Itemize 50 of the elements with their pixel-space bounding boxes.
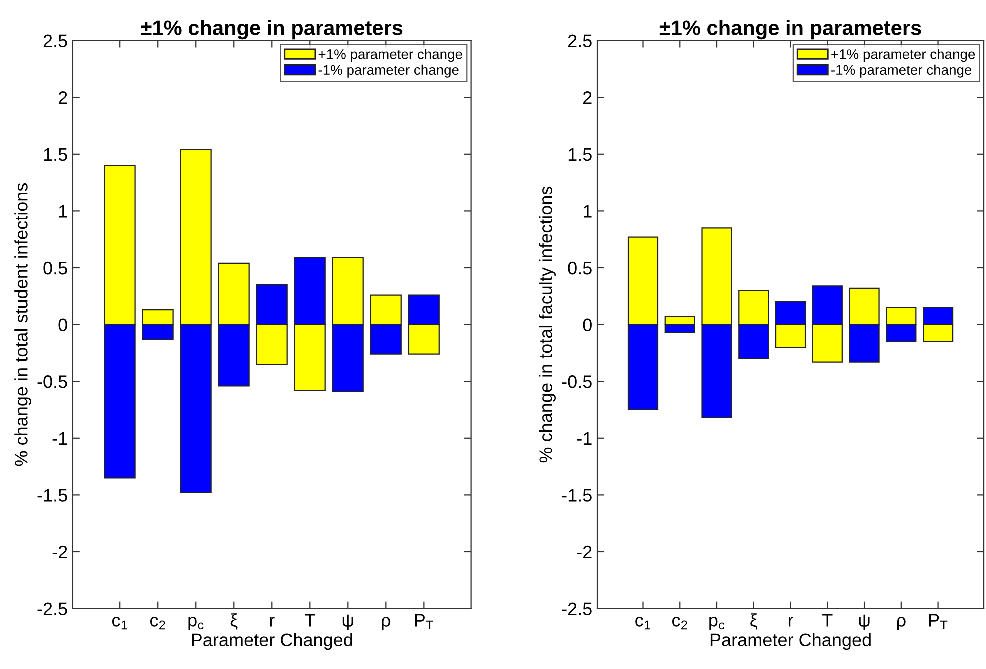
x-axis-title: Parameter Changed (192, 633, 352, 650)
y-tick-label: 1 (59, 205, 68, 218)
y-axis-title: % change in total student infections (14, 183, 32, 466)
y-tick-label: -2.5 (38, 602, 68, 616)
y-tick-label: -1.5 (38, 489, 68, 502)
y-tick-label: 1.5 (568, 148, 592, 162)
y-tick-label: -2 (577, 546, 592, 559)
x-tick-label: r (270, 617, 275, 627)
y-tick-label: -2 (52, 546, 68, 559)
y-tick-label: 0.5 (568, 262, 592, 275)
x-tick-label: ψ (859, 614, 870, 630)
x-tick-label: p$_{c}$ (188, 616, 204, 630)
x-tick-label: ξ (750, 614, 758, 630)
x-tick-label: ξ (230, 614, 238, 630)
x-tick-label: T (822, 614, 833, 627)
x-tick-label: T (305, 614, 316, 627)
x-tick-label: p$_{c}$ (710, 616, 725, 630)
x-tick-label: r (788, 617, 794, 627)
x-tick-label: P$_{T}$ (415, 614, 434, 630)
legend-label: -1% parameter change (832, 64, 972, 78)
x-tick-label: ρ (897, 617, 906, 630)
y-tick-label: 0 (58, 318, 68, 332)
y-tick-label: -1 (577, 432, 592, 445)
x-tick-label: c$_{2}$ (150, 616, 166, 630)
y-tick-label: 2 (584, 92, 592, 104)
y-tick-label: 2.5 (44, 34, 68, 48)
x-tick-label: P$_{T}$ (929, 614, 948, 630)
y-tick-label: 0.5 (44, 262, 68, 275)
legend-label: +1% parameter change (318, 49, 462, 62)
y-tick-label: 1 (584, 205, 592, 218)
x-tick-label: c$_{1}$ (636, 616, 650, 630)
chart-title: ±1% change in parameters (660, 20, 922, 40)
y-tick-label: 2 (58, 92, 68, 104)
y-tick-label: 1.5 (44, 148, 68, 162)
x-tick-label: c$_{1}$ (112, 616, 128, 630)
y-tick-label: -1 (52, 432, 68, 445)
legend-label: -1% parameter change (318, 64, 459, 78)
y-tick-label: 2.5 (568, 34, 592, 48)
x-axis-title: Parameter Changed (710, 633, 871, 650)
y-tick-label: 0 (583, 318, 592, 332)
y-tick-label: -0.5 (38, 376, 68, 388)
y-tick-label: -0.5 (562, 376, 592, 388)
y-tick-label: -1.5 (562, 489, 592, 502)
x-tick-label: ψ (342, 614, 354, 630)
x-tick-label: ρ (382, 617, 391, 630)
y-tick-label: -2.5 (562, 602, 592, 616)
legend-label: +1% parameter change (832, 49, 976, 62)
x-tick-label: c$_{2}$ (672, 616, 688, 630)
chart-title: ±1% change in parameters (141, 20, 403, 40)
y-axis-title: % change in total faculty infections (539, 186, 556, 463)
